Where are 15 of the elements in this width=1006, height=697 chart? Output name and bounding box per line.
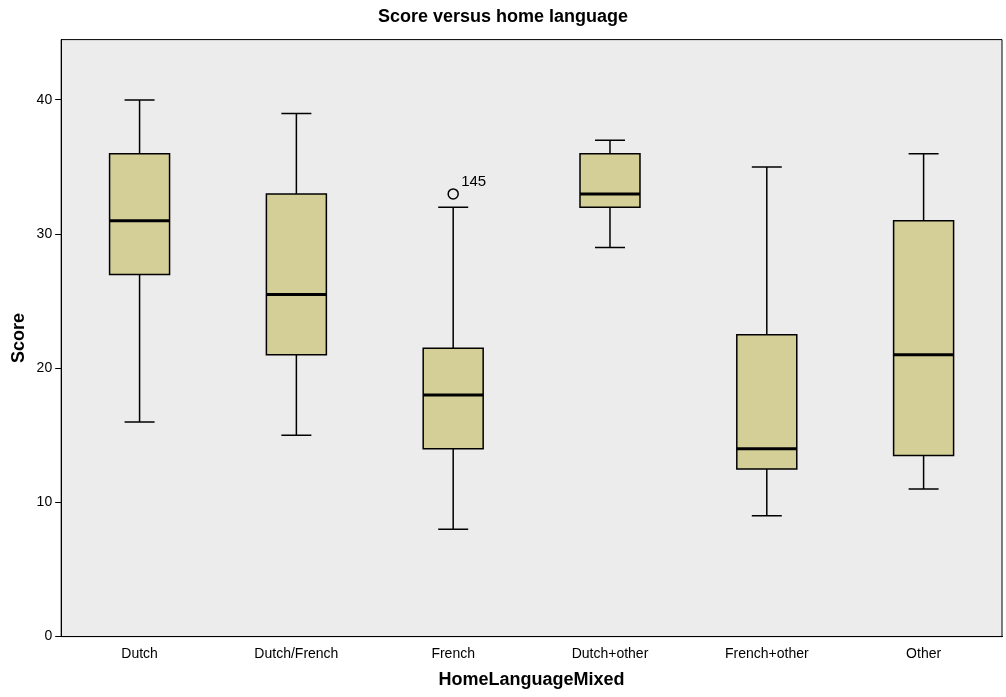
y-tick-label: 20 [36, 359, 53, 376]
x-tick-label: Other [906, 644, 942, 661]
y-tick-label: 30 [36, 224, 53, 241]
x-tick-label: Dutch+other [571, 644, 649, 661]
x-axis-title: HomeLanguageMixed [438, 669, 625, 690]
y-tick-label: 0 [44, 627, 53, 644]
x-tick-label: Dutch [121, 644, 158, 661]
y-axis-title: Score [7, 313, 28, 364]
y-tick-label: 40 [36, 90, 53, 107]
x-tick-label: French+other [724, 644, 809, 661]
x-tick-label: French [431, 644, 475, 661]
x-tick-label: Dutch/French [254, 644, 339, 661]
y-tick-label: 10 [36, 493, 53, 510]
annotation: 145 [461, 172, 487, 190]
chart-title: Score versus home language [377, 5, 629, 26]
